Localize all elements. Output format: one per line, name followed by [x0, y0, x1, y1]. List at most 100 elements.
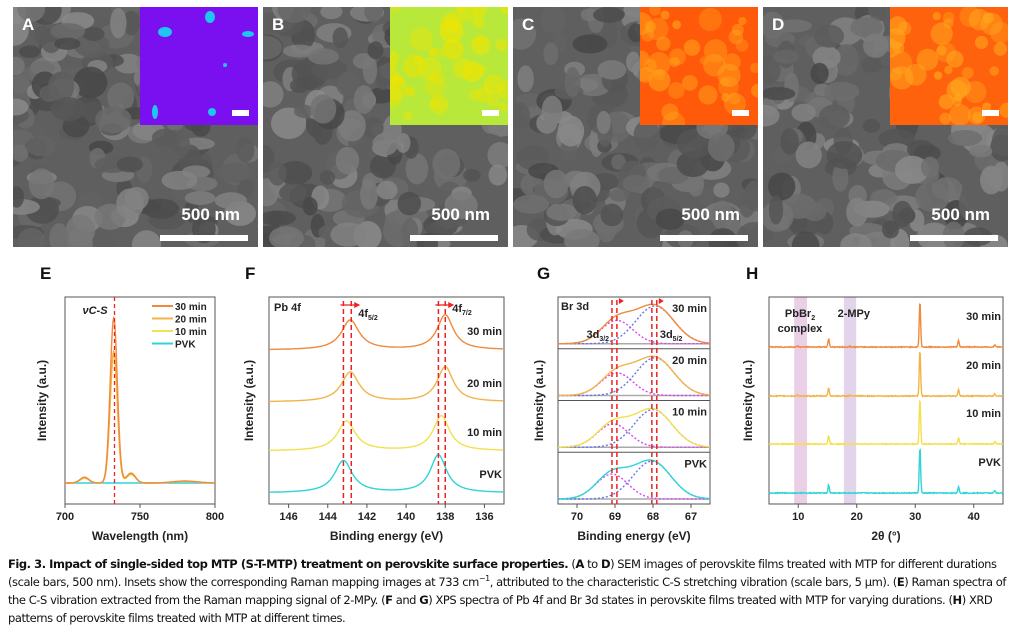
raman-intensity-blob [428, 47, 437, 57]
raman-intensity-blob [723, 53, 741, 71]
raman-intensity-blob [683, 39, 701, 56]
series-line-PVK [768, 448, 1004, 495]
sem-grain [931, 177, 963, 201]
scale-bar [660, 235, 748, 241]
sem-grain [707, 132, 735, 162]
raman-intensity-blob [717, 63, 741, 87]
scale-label: 500 nm [681, 205, 740, 224]
peak-label: 3d5/2 [660, 329, 683, 343]
x-tick-label: 750 [131, 511, 149, 523]
sem-grain [17, 227, 46, 247]
raman-intensity-blob [980, 12, 1003, 36]
sem-grain [813, 24, 845, 48]
raman-intensity-blob [391, 74, 405, 87]
x-tick-label: 68 [647, 511, 659, 523]
raman-intensity-blob [433, 47, 444, 58]
panel-letter-e: E [40, 264, 52, 283]
sem-grain [840, 233, 872, 247]
raman-intensity-blob [946, 50, 964, 68]
sem-grain [362, 117, 384, 139]
panel-letter-h: H [746, 264, 759, 283]
sem-grain [572, 34, 608, 54]
sem-grain [151, 128, 178, 147]
chart-g-xps-br3d: 70 69 68 67 Binding energy (eV) Intensity (a.… [520, 270, 720, 543]
region-label-subscript: 2 [811, 315, 815, 322]
xrd-plot: 10 20 30 40 2θ (°) Intensity (a.u.) 30 min 20 m… [741, 296, 1004, 543]
raman-intensity-blob [699, 56, 709, 65]
peak-label: 4f5/2 [358, 308, 378, 322]
xps-pb4f-plot: 146 144 142 140 138 136 Binding energy (eV) Int… [242, 296, 505, 543]
raman-intensity-blob [405, 86, 416, 97]
peak-label-subscript: 3/2 [599, 336, 609, 343]
raman-intensity-blob [471, 35, 491, 55]
arrow-head-icon [618, 298, 624, 304]
raman-intensity-blob [487, 94, 500, 108]
raman-intensity-blob [472, 16, 485, 29]
scale-bar [160, 235, 248, 241]
panel-letter: A [22, 15, 35, 34]
sem-grain [861, 56, 882, 74]
raman-intensity-blob [660, 10, 670, 20]
plot-frame [768, 296, 1004, 505]
raman-intensity-blob [964, 81, 987, 104]
raman-intensity-blob [455, 7, 467, 13]
x-tick-label: 20 [851, 511, 863, 523]
x-tick-label: 40 [968, 511, 980, 523]
series-envelope-PVK [558, 459, 711, 500]
x-tick-label: 700 [56, 511, 74, 523]
series-label: 10 min [966, 408, 1001, 420]
sem-grain [353, 85, 375, 114]
sem-grain [546, 203, 578, 221]
sem-grain [626, 51, 641, 73]
series-envelope-20-min [558, 355, 710, 397]
sem-grain [19, 45, 41, 59]
sem-grain [294, 104, 314, 118]
plot-frame [268, 296, 505, 505]
fit-component-3d3-2 [558, 319, 710, 345]
sem-grain [596, 110, 611, 135]
caption-ref: F [385, 593, 393, 607]
sem-grain [768, 172, 796, 201]
raman-intensity-blob [390, 7, 402, 13]
sem-grain [833, 43, 859, 76]
series-line-10-min [768, 399, 1004, 446]
sem-grain [302, 197, 318, 216]
sem-grain [397, 191, 422, 216]
sem-grain [364, 7, 383, 23]
panel-letter-f: F [245, 264, 256, 283]
sem-grain [110, 7, 127, 39]
series-label: PVK [684, 458, 707, 470]
caption-text: and [392, 593, 420, 607]
y-axis-label: Intensity (a.u.) [242, 360, 256, 441]
sem-grain [50, 97, 86, 122]
sem-grain [29, 60, 55, 75]
raman-intensity-blob [968, 8, 991, 31]
sem-grain [487, 142, 508, 169]
sem-grain [958, 188, 977, 220]
sem-panel-d: D 500 nm [763, 7, 1008, 247]
sem-grain [161, 170, 198, 190]
sem-grain [947, 129, 983, 147]
sem-grain [597, 60, 627, 80]
x-axis-label: Wavelength (nm) [92, 529, 188, 543]
sem-grain [791, 231, 820, 247]
raman-intensity-blob [640, 12, 653, 35]
x-axis-label: Binding energy (eV) [577, 529, 690, 543]
arrow-head-icon [448, 302, 455, 308]
series-envelope-30-min [558, 303, 711, 345]
raman-intensity-blob [989, 22, 1008, 44]
sem-grain [50, 23, 86, 40]
series-line-PVK [269, 453, 503, 493]
panel-letter: B [272, 15, 285, 34]
sem-grain [488, 164, 508, 186]
raman-hotspot [152, 105, 158, 119]
y-axis-label: Intensity (a.u.) [532, 360, 546, 441]
sem-grain [633, 119, 661, 152]
raman-intensity-blob [439, 19, 464, 44]
sem-grain [867, 7, 893, 22]
raman-intensity-blob [390, 84, 403, 109]
raman-intensity-blob [946, 79, 968, 101]
region-label: PbBr2 [785, 308, 815, 322]
raman-intensity-blob [932, 12, 941, 21]
sem-grain [217, 162, 253, 183]
